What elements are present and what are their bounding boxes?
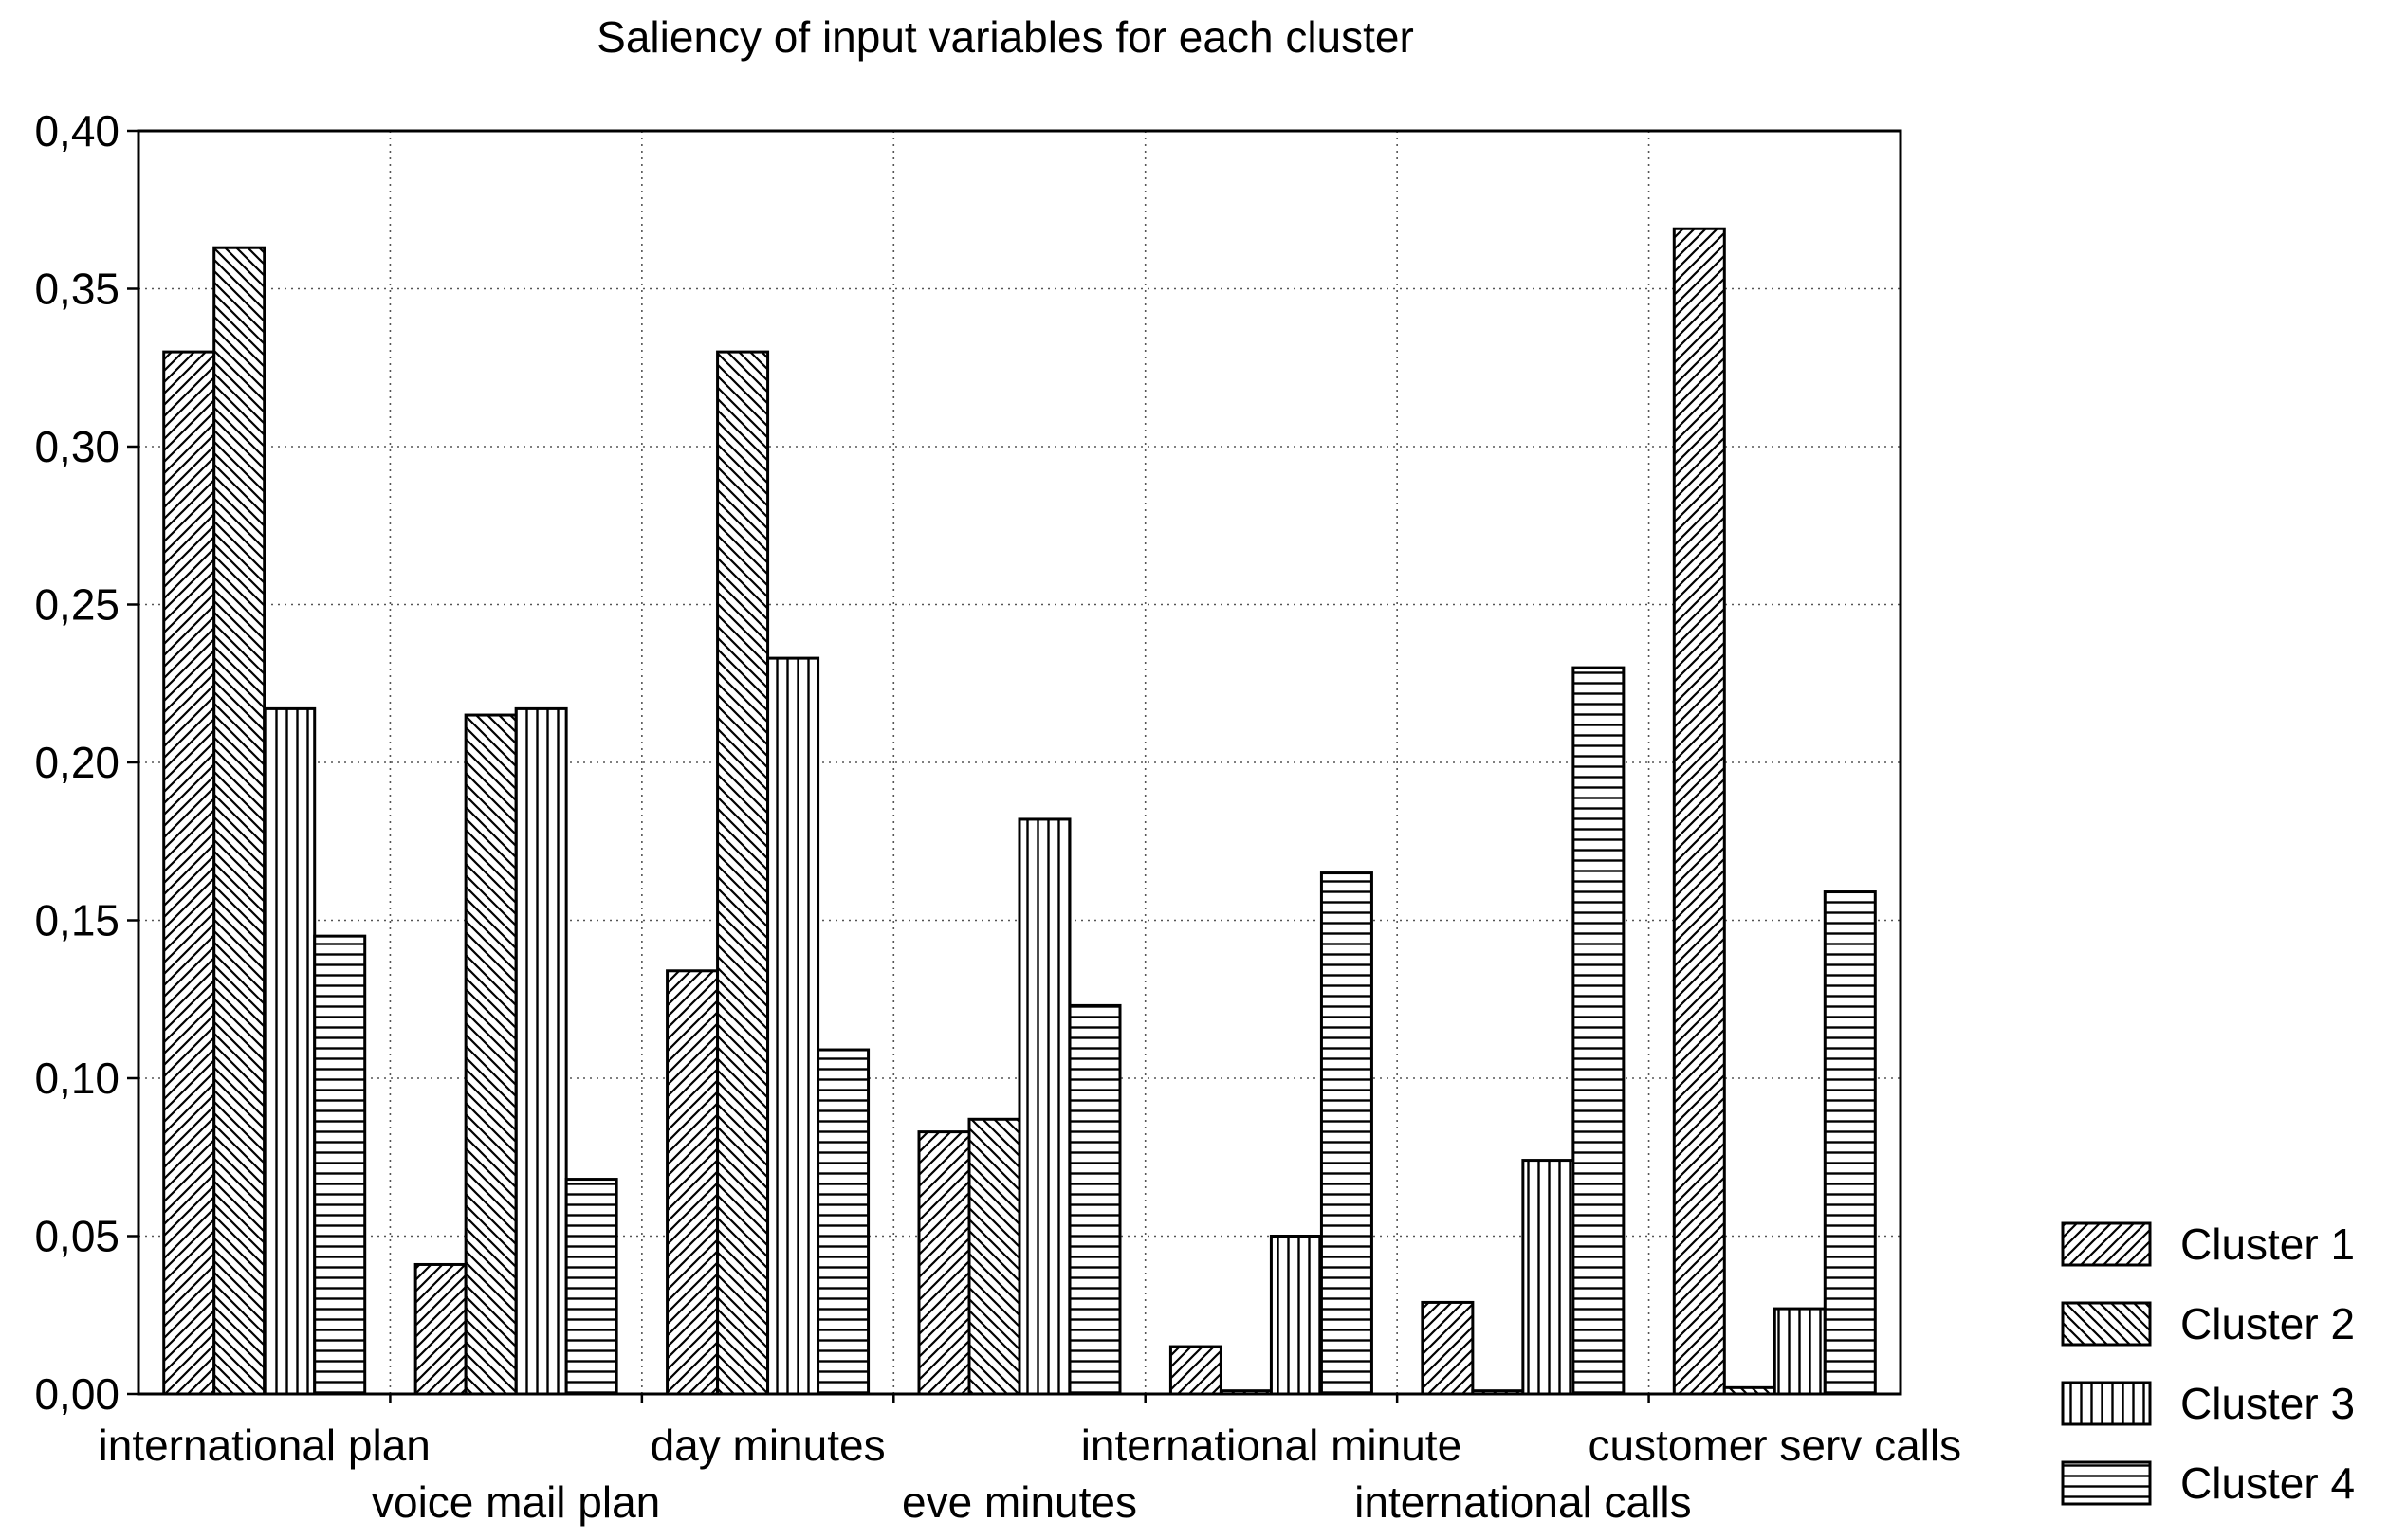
x-category-label: international calls [1354,1477,1691,1527]
bar-international-minute-cluster-3 [1269,1235,1323,1396]
x-category-label: customer serv calls [1588,1421,1961,1470]
y-tick-label: 0,20 [34,738,119,787]
bar-voice-mail-plan-cluster-4 [564,1178,618,1396]
legend-swatch-cluster-3 [2061,1381,2152,1426]
bar-international-plan-cluster-4 [313,934,367,1396]
bar-day-minutes-cluster-2 [716,350,770,1396]
bar-voice-mail-plan-cluster-1 [413,1262,468,1396]
y-tick-label: 0,40 [34,106,119,156]
x-category-label: international plan [99,1421,431,1470]
y-tick-label: 0,05 [34,1212,119,1261]
y-tick-label: 0,35 [34,265,119,314]
bar-customer-serv-calls-cluster-4 [1823,890,1877,1396]
x-category-label: eve minutes [902,1477,1137,1527]
bar-international-plan-cluster-2 [212,246,266,1396]
bar-international-plan-cluster-1 [162,350,216,1396]
x-category-label: international minute [1081,1421,1461,1470]
legend-label: Cluster 4 [2180,1458,2355,1508]
bar-voice-mail-plan-cluster-2 [464,713,518,1396]
y-axis-ticks: 0,00 0,05 0,10 0,15 0,20 0,25 0,30 0,35 0,40 [34,106,138,1419]
x-axis-category-labels: international plan voice mail plan day min… [99,1421,1962,1527]
y-tick-label: 0,15 [34,896,119,945]
bar-international-minute-cluster-1 [1168,1345,1222,1396]
bar-eve-minutes-cluster-2 [967,1117,1021,1396]
y-tick-label: 0,25 [34,580,119,630]
bar-day-minutes-cluster-3 [766,656,820,1396]
bar-international-calls-cluster-3 [1521,1159,1575,1396]
bar-international-minute-cluster-4 [1319,871,1373,1396]
bar-day-minutes-cluster-1 [666,969,720,1396]
legend-label: Cluster 1 [2180,1219,2355,1269]
bars [162,227,1877,1396]
legend-swatch-cluster-1 [2061,1221,2152,1267]
legend-swatch-cluster-4 [2061,1460,2152,1506]
bar-day-minutes-cluster-4 [817,1048,871,1396]
bar-voice-mail-plan-cluster-3 [514,706,568,1396]
bar-international-plan-cluster-3 [263,706,317,1396]
bar-international-calls-cluster-1 [1421,1300,1475,1396]
bar-international-calls-cluster-4 [1571,666,1626,1396]
bar-customer-serv-calls-cluster-1 [1672,227,1726,1396]
bar-customer-serv-calls-cluster-3 [1773,1307,1827,1396]
y-tick-label: 0,10 [34,1054,119,1103]
chart-title: Saliency of input variables for each clu… [597,12,1414,62]
legend-swatch-cluster-2 [2061,1301,2152,1347]
x-category-label: day minutes [651,1421,886,1470]
legend-label: Cluster 3 [2180,1379,2355,1428]
bar-eve-minutes-cluster-3 [1018,817,1072,1396]
y-tick-label: 0,30 [34,422,119,471]
y-tick-label: 0,00 [34,1369,119,1419]
legend: Cluster 1 Cluster 2 Cluster 3 Cluster 4 [2061,1219,2355,1508]
bar-eve-minutes-cluster-4 [1068,1003,1122,1396]
x-category-label: voice mail plan [372,1477,660,1527]
bar-eve-minutes-cluster-1 [917,1130,971,1396]
plot-area-frame [137,129,1902,1396]
legend-label: Cluster 2 [2180,1299,2355,1348]
